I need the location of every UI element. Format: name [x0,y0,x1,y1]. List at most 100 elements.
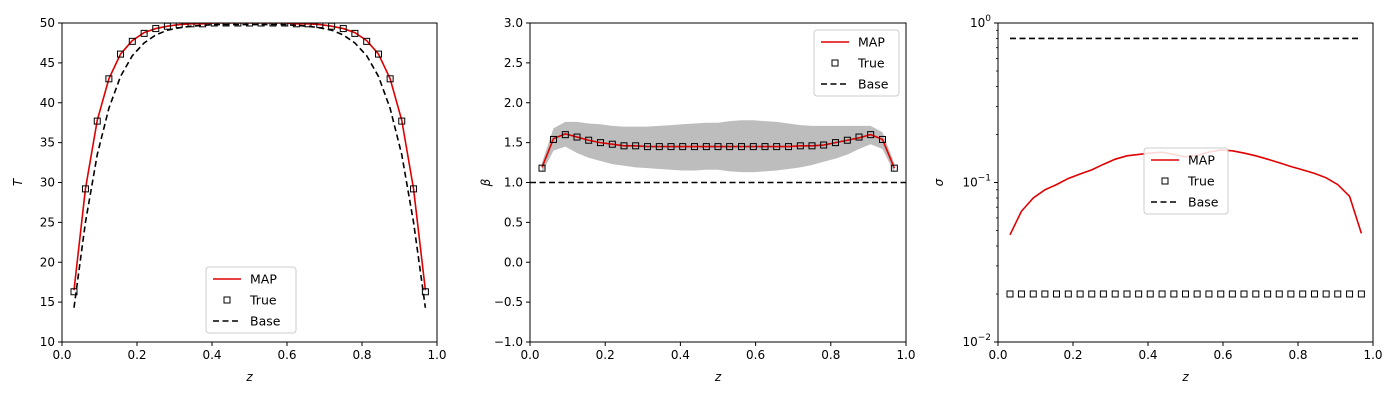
marker-point [1311,290,1318,298]
x-tick-label: 0.8 [352,348,371,362]
marker-point [70,288,78,296]
legend-marker [1161,177,1169,185]
x-tick-label: 0.2 [1063,348,1082,362]
marker-point [1111,290,1119,298]
marker-point [879,135,886,143]
y-tick-label: 1.5 [504,136,523,150]
panel-2: 0.0 0.2 0.4 0.6 0.8 1.0 z −1.0 −0.5 0.0 0.5 1.0 1.5 2… [479,16,916,384]
y-tick-label: 45 [40,56,55,70]
marker-point [550,135,557,143]
marker-point [1275,290,1283,298]
marker-point [1135,290,1143,298]
x-tick-label: 0.0 [520,348,539,362]
marker-point [222,23,230,27]
series-map-line [73,23,427,291]
marker-point [281,23,289,27]
marker-point [351,29,359,37]
marker-point [339,25,347,33]
marker-point [714,143,722,151]
marker-point [1088,290,1096,298]
legend-entry-map: MAP [1151,153,1215,168]
y-tick-label: 100 [970,14,991,30]
x-tick-label: 0.4 [671,348,690,362]
marker-point [269,23,277,27]
marker-point [1287,290,1295,298]
marker-point [667,143,675,151]
y-tick-label: 15 [40,295,55,309]
x-axis-label: z [1181,370,1189,384]
y-tick-label: 25 [40,215,55,229]
y-tick-label: 2.0 [504,96,523,110]
x-tick-label: 0.4 [1138,348,1157,362]
marker-point [1346,290,1354,298]
series-true-markers [70,23,429,296]
y-tick-label: 50 [40,16,55,30]
marker-point [538,164,546,172]
series-base-line [73,23,427,308]
y-tick-label: 0.0 [504,255,523,269]
legend-box [813,29,900,97]
marker-point [761,143,769,151]
y-axis: 10 15 20 25 30 35 40 45 50 T [11,16,62,349]
marker-point [832,139,839,147]
legend-label: True [1187,174,1215,189]
marker-point [796,142,804,150]
marker-point [1299,290,1307,298]
y-tick-label: 35 [40,136,55,150]
y-axis: 10−2 10−1 100 σ [932,14,998,349]
y-tick-label: 20 [40,255,55,269]
x-axis: 0.0 0.2 0.4 0.6 0.8 1.0 z [988,342,1383,384]
marker-point [1029,290,1037,298]
x-tick-label: 0.0 [52,348,71,362]
marker-point [820,141,828,149]
x-tick-label: 0.4 [202,348,221,362]
legend: MAP True Base [1143,147,1229,215]
plot-area [530,120,906,184]
y-tick-label: 40 [40,96,55,110]
marker-point [867,131,875,139]
legend-entry-base: Base [213,314,281,329]
legend-entry-true: True [223,293,277,308]
marker-point [199,23,207,28]
marker-point [608,140,616,148]
marker-point [1228,290,1236,298]
marker-point [655,143,663,151]
plot-area [70,23,429,308]
marker-point [117,50,124,58]
x-tick-label: 0.8 [821,348,840,362]
marker-point [1357,290,1365,298]
y-tick-label: 3.0 [504,16,523,30]
legend-box [1143,147,1229,215]
marker-point [187,23,195,28]
marker-point [175,23,183,29]
legend-label: MAP [858,35,885,50]
y-tick-label: 2.5 [504,56,523,70]
marker-point [363,37,371,45]
y-tick-label: 10 [40,335,55,349]
marker-point [1334,290,1342,298]
y-axis-label: σ [932,178,946,186]
legend-label: True [249,293,277,308]
y-tick-label: 10−2 [962,333,991,349]
x-axis: 0.0 0.2 0.4 0.6 0.8 1.0 z [520,342,916,384]
marker-point [210,23,218,27]
marker-point [386,75,394,83]
marker-point [890,164,898,172]
marker-point [1041,290,1049,298]
marker-point [81,185,89,193]
legend: MAP True Base [813,29,900,97]
marker-point [316,23,324,29]
legend-marker [831,59,839,67]
x-axis-label: z [714,370,722,384]
x-tick-label: 1.0 [896,348,915,362]
marker-point [785,143,792,151]
marker-point [808,142,816,150]
panel-1: 0.0 0.2 0.4 0.6 0.8 1.0 z 10 15 20 25 30 35 40 45 50 T MA… [11,16,447,384]
legend-label: Base [250,314,281,329]
marker-point [375,50,382,58]
series-true-markers [1006,290,1365,298]
marker-point [585,136,593,144]
legend-entry-base: Base [821,77,889,92]
legend-label: True [857,56,885,71]
